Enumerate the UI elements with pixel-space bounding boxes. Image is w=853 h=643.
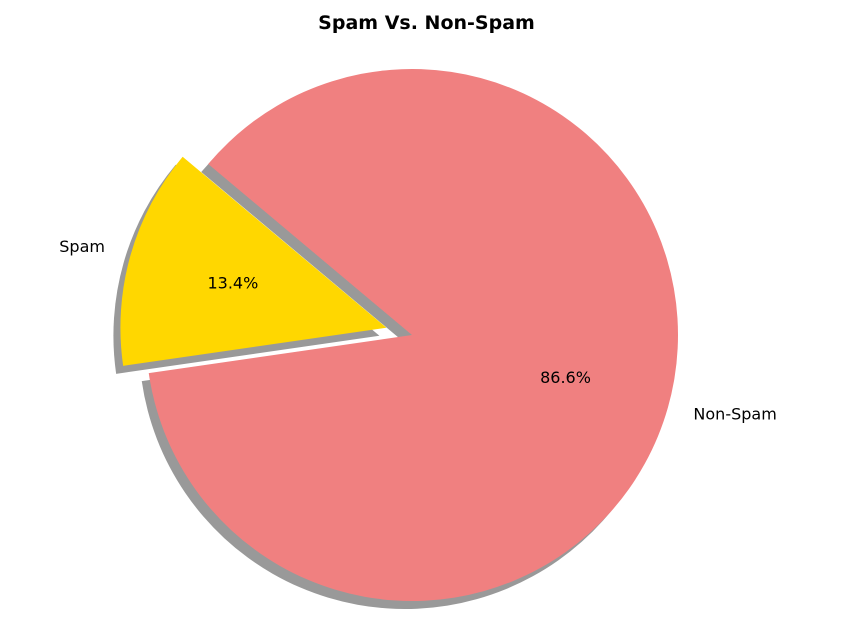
slice-percent-non-spam: 86.6% (540, 368, 591, 387)
slice-percent-spam: 13.4% (207, 274, 258, 293)
slice-label-non-spam: Non-Spam (693, 405, 776, 424)
chart-title: Spam Vs. Non-Spam (318, 12, 535, 34)
slice-label-spam: Spam (59, 237, 105, 256)
pie-slice-spam (120, 156, 387, 366)
pie-slice-non-spam (148, 69, 678, 602)
